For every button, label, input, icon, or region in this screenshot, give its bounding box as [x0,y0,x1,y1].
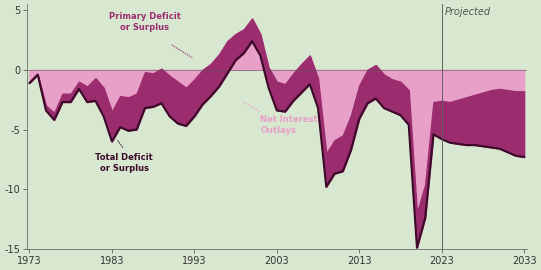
Text: Primary Deficit
or Surplus: Primary Deficit or Surplus [109,12,181,32]
Text: Total Deficit
or Surplus: Total Deficit or Surplus [95,153,153,174]
Text: Projected: Projected [445,6,491,16]
Text: Net Interest
Outlays: Net Interest Outlays [260,115,318,135]
